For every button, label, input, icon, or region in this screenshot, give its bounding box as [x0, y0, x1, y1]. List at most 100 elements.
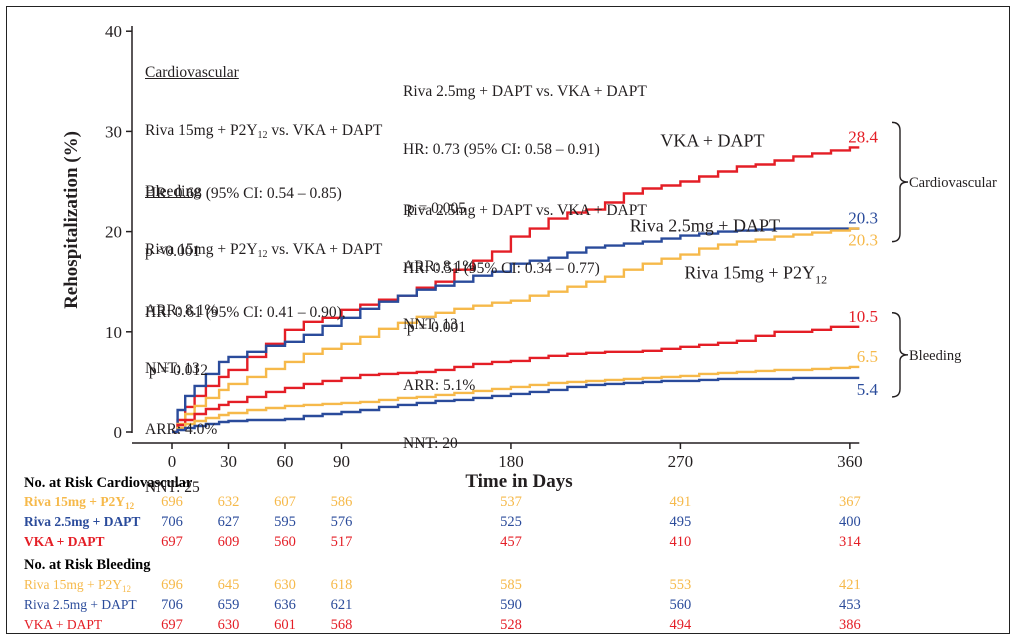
risk-count: 585: [500, 577, 522, 593]
x-tick-label: 60: [276, 452, 293, 471]
risk-count: 636: [274, 597, 296, 613]
bracket-bleeding: [891, 312, 909, 398]
risk-section-title: No. at Risk Cardiovascular: [24, 475, 193, 491]
bl-left-line-3: ARR: 4.0%: [145, 420, 218, 438]
cv-left-line-4: NNT: 13: [145, 359, 200, 377]
risk-count: 659: [218, 597, 240, 613]
risk-count: 609: [218, 534, 240, 550]
figure-frame: [6, 6, 1010, 634]
risk-row-label: Riva 2.5mg + DAPT: [24, 597, 137, 612]
risk-count: 367: [839, 494, 861, 510]
bleeding-header: Bleeding: [145, 182, 201, 200]
risk-count: 400: [839, 514, 861, 530]
bl-right-line-1: HR: 0.51 (95% CI: 0.34 – 0.77): [403, 260, 600, 278]
bl-left-line-4: NNT: 25: [145, 478, 200, 496]
bleeding-stats-left: Bleeding Riva 15mg + P2Y12 vs. VKA + DAP…: [145, 143, 382, 517]
risk-row-label: VKA + DAPT: [24, 534, 104, 549]
cv-header: Cardiovascular: [145, 63, 239, 81]
cv-right-line-3: ARR: 8.1%: [403, 257, 476, 275]
curve-cardiovascular-2: [172, 227, 860, 434]
end-value-label: 28.4: [848, 127, 878, 146]
bl-right-line-0: Riva 2.5mg + DAPT vs. VKA + DAPT: [403, 202, 647, 220]
risk-row-label: Riva 15mg + P2Y12: [24, 577, 131, 594]
curve-name-label: Riva 2.5mg + DAPT: [630, 216, 780, 236]
bl-left-line-0: Riva 15mg + P2Y12 vs. VKA + DAPT: [145, 241, 383, 261]
bleeding-stats-right: Riva 2.5mg + DAPT vs. VKA + DAPT HR: 0.5…: [403, 162, 647, 473]
risk-count: 601: [274, 617, 296, 633]
risk-count: 627: [218, 514, 240, 530]
axes: 0 10 20 30 40 0 30 60 90 180 270 360: [105, 22, 863, 471]
risk-count: 696: [161, 577, 183, 593]
cv-stats-left: Cardiovascular Riva 15mg + P2Y12 vs. VKA…: [145, 24, 382, 398]
risk-count: 590: [500, 597, 522, 613]
cv-left-line-2: p <0.001: [145, 243, 201, 261]
end-value-label: 6.5: [857, 347, 878, 366]
risk-count: 491: [670, 494, 692, 510]
y-tick-label: 10: [105, 323, 122, 342]
bracket-label: Cardiovascular: [909, 175, 997, 191]
end-value-label: 5.4: [857, 380, 879, 399]
risk-count: 553: [670, 577, 692, 593]
risk-count: 595: [274, 514, 296, 530]
bl-left-line-2: p = 0.012: [145, 362, 208, 380]
y-tick-label: 20: [105, 223, 122, 242]
y-tick-label: 0: [114, 423, 123, 442]
risk-row-label: VKA + DAPT: [24, 617, 103, 632]
risk-count: 560: [274, 534, 296, 550]
x-axis-label: Time in Days: [465, 471, 572, 492]
curve-name-label: VKA + DAPT: [660, 130, 764, 150]
bl-right-line-4: NNT: 20: [403, 435, 458, 453]
curve-name-label: Riva 15mg + P2Y12: [684, 263, 827, 287]
curve-cardiovascular-0: [172, 146, 860, 434]
risk-count: 386: [839, 617, 861, 633]
x-tick-label: 270: [668, 452, 694, 471]
risk-count: 607: [274, 494, 296, 510]
risk-count: 494: [670, 617, 693, 633]
risk-count: 618: [331, 577, 353, 593]
cv-left-line-0: Riva 15mg + P2Y12 vs. VKA + DAPT: [145, 122, 383, 142]
y-tick-label: 30: [105, 122, 122, 141]
curves: 28.4 20.3 20.3 10.5 6.5 5.4: [172, 127, 879, 434]
risk-table: No. at Risk Cardiovascular Riva 15mg + P2…: [24, 475, 862, 633]
risk-count: 632: [218, 494, 240, 510]
risk-count: 495: [670, 514, 692, 530]
risk-count: 586: [331, 494, 353, 510]
bl-right-line-3: ARR: 5.1%: [403, 376, 476, 394]
cv-right-line-1: HR: 0.73 (95% CI: 0.58 – 0.91): [403, 141, 600, 159]
x-tick-label: 360: [837, 452, 863, 471]
curve-labels: VKA + DAPT Riva 2.5mg + DAPT Riva 15mg + P…: [630, 130, 827, 286]
risk-section-title: No. at Risk Bleeding: [24, 557, 151, 573]
risk-count: 621: [331, 597, 353, 613]
x-tick-label: 180: [498, 452, 524, 471]
bl-left-line-1: HR: 0.61 (95% CI: 0.41 – 0.90),: [145, 304, 346, 322]
risk-count: 697: [161, 534, 183, 550]
risk-count: 630: [274, 577, 296, 593]
risk-count: 314: [839, 534, 862, 550]
curve-bleeding-4: [172, 365, 860, 434]
risk-count: 517: [331, 534, 353, 550]
end-value-label: 10.5: [848, 307, 878, 326]
bracket-label: Bleeding: [909, 348, 961, 364]
y-axis-label: Rehospitalization (%): [61, 131, 82, 309]
risk-count: 560: [670, 597, 692, 613]
cv-right-line-2: p = 0.005: [403, 199, 466, 217]
risk-count: 528: [500, 617, 522, 633]
cv-left-line-3: ARR: 8.1%: [145, 301, 218, 319]
bracket-cardiovascular: [891, 121, 909, 243]
risk-row-label: Riva 15mg + P2Y12: [24, 494, 135, 511]
risk-count: 697: [161, 617, 183, 633]
curve-cardiovascular-1: [172, 227, 860, 434]
risk-row-label: Riva 2.5mg + DAPT: [24, 514, 140, 529]
risk-count: 537: [500, 494, 522, 510]
cv-left-line-1: HR: 0.68 (95% CI: 0.54 – 0.85): [145, 185, 342, 203]
risk-count: 457: [500, 534, 522, 550]
cv-right-line-4: NNT: 13: [403, 316, 458, 334]
risk-count: 568: [331, 617, 353, 633]
x-tick-label: 0: [168, 452, 177, 471]
end-value-label: 20.3: [848, 209, 878, 228]
risk-count: 410: [670, 534, 692, 550]
risk-count: 421: [839, 577, 861, 593]
y-tick-label: 40: [105, 22, 122, 41]
risk-count: 630: [218, 617, 240, 633]
